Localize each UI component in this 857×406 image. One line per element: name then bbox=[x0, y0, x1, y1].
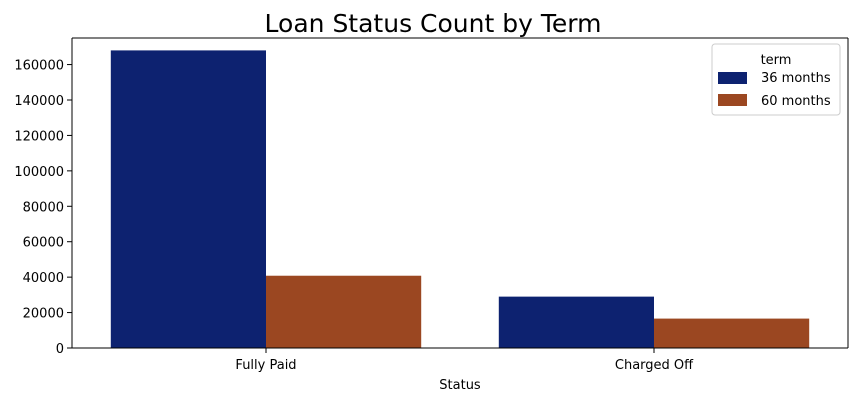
y-tick-label: 40000 bbox=[23, 271, 64, 286]
legend-label-60-months: 60 months bbox=[761, 94, 831, 109]
x-tick-label: Charged Off bbox=[615, 358, 694, 373]
x-axis-label: Status bbox=[439, 378, 481, 393]
y-tick-label: 60000 bbox=[23, 236, 64, 251]
y-tick-label: 160000 bbox=[14, 59, 64, 74]
legend: term 36 months 60 months bbox=[711, 43, 841, 116]
legend-label-36-months: 36 months bbox=[761, 71, 831, 86]
y-tick-label: 120000 bbox=[14, 129, 64, 144]
y-tick-label: 80000 bbox=[23, 200, 64, 215]
bar-fully-paid-36-months bbox=[110, 50, 266, 349]
legend-swatch-36-months bbox=[718, 72, 747, 84]
bar-fully-paid-60-months bbox=[266, 275, 422, 348]
bar-charged-off-36-months bbox=[498, 296, 654, 348]
axes: 0 20000 40000 60000 80000 100000 120000 140000 1… bbox=[14, 37, 849, 373]
y-tick-label: 100000 bbox=[14, 165, 64, 180]
chart-title: Loan Status Count by Term bbox=[265, 9, 602, 38]
legend-title: term bbox=[761, 53, 792, 68]
bar-charged-off-60-months bbox=[654, 318, 810, 348]
bars bbox=[110, 50, 810, 349]
y-tick-label: 140000 bbox=[14, 94, 64, 109]
x-tick-label: Fully Paid bbox=[235, 358, 296, 373]
legend-swatch-60-months bbox=[718, 94, 747, 106]
y-tick-label: 20000 bbox=[23, 307, 64, 322]
y-tick-label: 0 bbox=[56, 342, 64, 357]
